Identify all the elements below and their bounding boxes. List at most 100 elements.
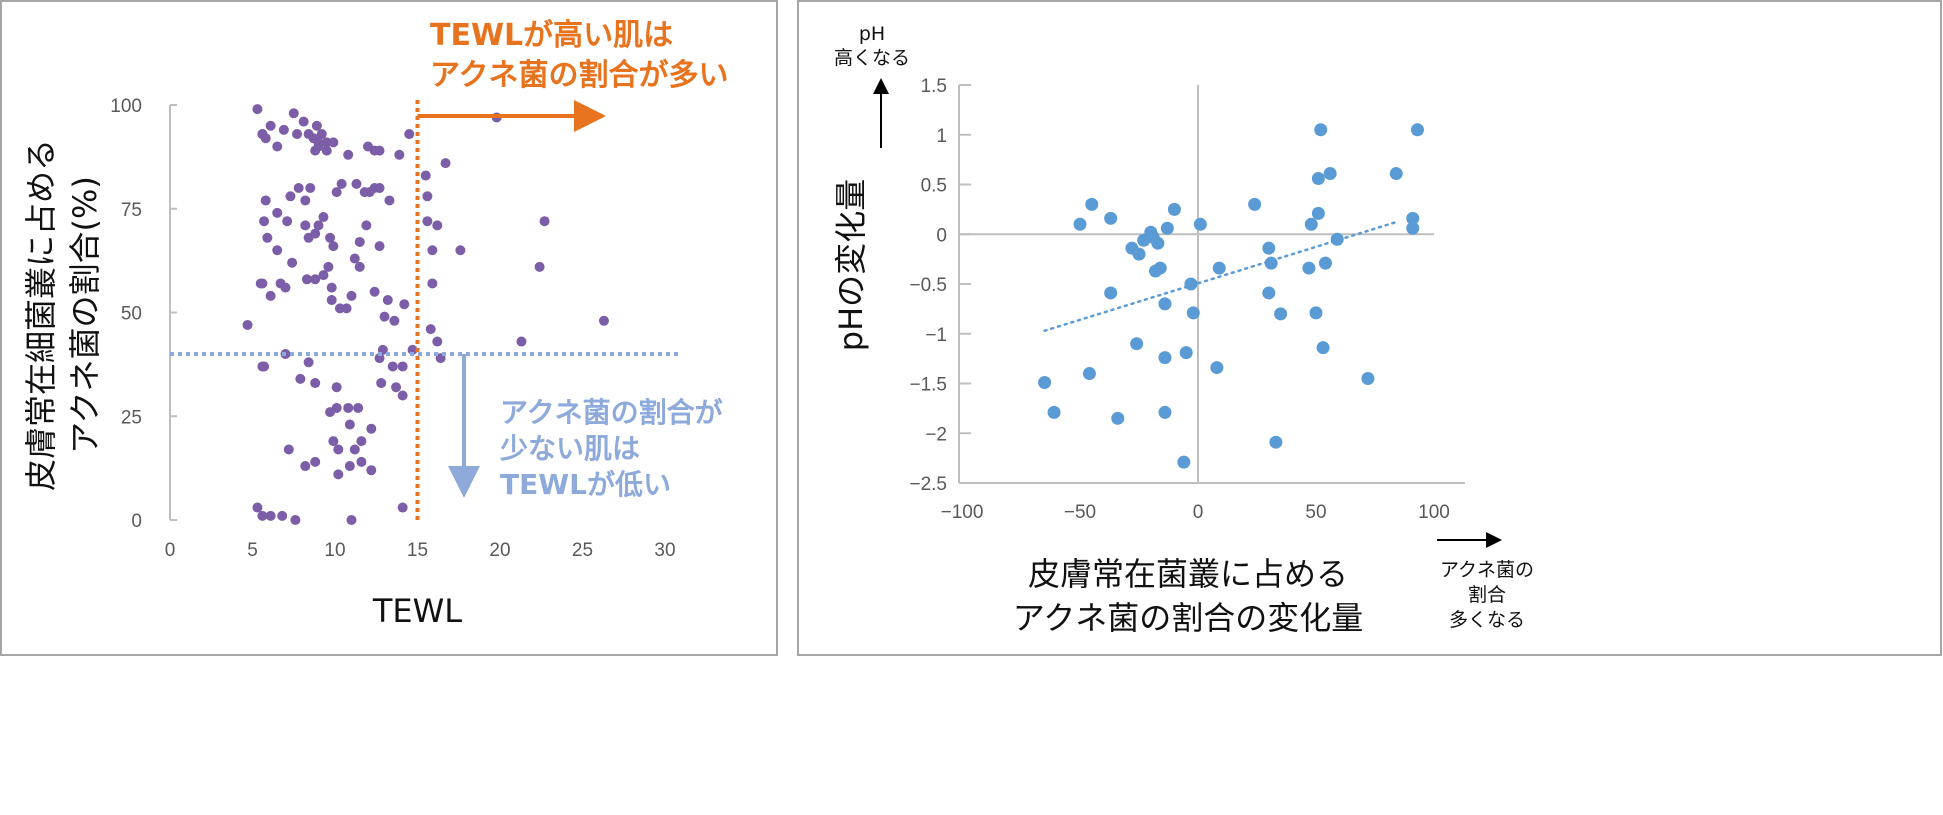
data-point bbox=[539, 216, 550, 227]
x-tick-label: 100 bbox=[1418, 502, 1450, 523]
y-tick-label: 0 bbox=[131, 511, 142, 532]
data-point bbox=[374, 183, 385, 193]
data-point bbox=[300, 220, 311, 231]
right-panel-border bbox=[797, 0, 1942, 656]
x-tick-label: 20 bbox=[489, 540, 510, 561]
data-point bbox=[356, 436, 367, 447]
x-tick-label: 50 bbox=[1305, 502, 1326, 523]
data-point bbox=[432, 336, 443, 347]
data-point bbox=[277, 510, 288, 521]
data-point bbox=[379, 311, 390, 322]
data-point bbox=[440, 158, 451, 169]
y-tick-label: −1 bbox=[925, 325, 947, 346]
data-point bbox=[1274, 307, 1288, 321]
data-point bbox=[331, 382, 342, 393]
data-point bbox=[1311, 206, 1325, 220]
y-axis-label-line: アクネ菌の割合(%) bbox=[66, 176, 104, 454]
data-point bbox=[399, 299, 410, 310]
data-point bbox=[310, 274, 321, 285]
data-point bbox=[298, 116, 309, 127]
data-point bbox=[1167, 202, 1181, 216]
data-point bbox=[353, 402, 364, 413]
data-point bbox=[598, 315, 609, 326]
y-tick-label: 25 bbox=[121, 407, 142, 428]
data-point bbox=[354, 261, 365, 272]
data-point bbox=[420, 170, 431, 181]
data-point bbox=[1038, 376, 1052, 390]
data-point bbox=[1262, 286, 1276, 300]
data-point bbox=[272, 141, 283, 152]
data-point bbox=[1269, 435, 1283, 449]
y-tick-label: −0.5 bbox=[909, 275, 947, 296]
data-point bbox=[397, 502, 408, 513]
data-point bbox=[346, 515, 357, 525]
data-point bbox=[1318, 256, 1332, 270]
data-point bbox=[336, 178, 347, 189]
data-point bbox=[344, 461, 355, 472]
data-point bbox=[287, 257, 298, 268]
x-direction-note: 割合 bbox=[1468, 584, 1506, 606]
data-point bbox=[328, 137, 339, 148]
data-point bbox=[382, 295, 393, 306]
data-point bbox=[257, 510, 268, 521]
data-point bbox=[278, 124, 289, 135]
data-point bbox=[305, 183, 316, 193]
data-point bbox=[326, 295, 337, 306]
data-point bbox=[1130, 337, 1144, 351]
data-point bbox=[354, 236, 365, 247]
data-point bbox=[252, 502, 263, 513]
data-point bbox=[1186, 306, 1200, 320]
y-tick-label: 0.5 bbox=[921, 176, 947, 197]
data-point bbox=[344, 419, 355, 430]
data-point bbox=[328, 436, 339, 447]
data-point bbox=[242, 319, 253, 330]
data-point bbox=[1160, 221, 1174, 235]
data-point bbox=[1104, 286, 1118, 300]
data-point bbox=[328, 241, 339, 252]
data-point bbox=[262, 232, 273, 243]
data-point bbox=[295, 373, 306, 384]
data-point bbox=[425, 324, 436, 335]
data-point bbox=[272, 207, 283, 218]
data-point bbox=[1361, 372, 1375, 386]
data-point bbox=[389, 315, 400, 326]
data-point bbox=[311, 120, 322, 131]
data-point bbox=[1153, 261, 1167, 275]
data-point bbox=[1047, 405, 1061, 419]
data-point bbox=[1073, 217, 1087, 231]
annotation-low-line: TEWLが低い bbox=[500, 468, 671, 501]
data-point bbox=[257, 278, 268, 289]
x-axis-label: TEWL bbox=[372, 592, 462, 630]
data-point bbox=[285, 191, 296, 202]
x-tick-label: 15 bbox=[407, 540, 428, 561]
x-tick-label: 30 bbox=[654, 540, 675, 561]
data-point bbox=[1085, 197, 1099, 211]
data-point bbox=[387, 361, 398, 372]
data-point bbox=[333, 444, 344, 455]
data-point bbox=[384, 195, 395, 206]
data-point bbox=[1158, 405, 1172, 419]
x-tick-label: −100 bbox=[941, 502, 984, 523]
y-tick-label: −2.5 bbox=[909, 474, 947, 495]
data-point bbox=[260, 133, 271, 144]
y-tick-label: 1 bbox=[936, 126, 947, 147]
data-point bbox=[343, 149, 354, 160]
annotation-high-line: アクネ菌の割合が多い bbox=[430, 58, 729, 93]
data-point bbox=[300, 461, 311, 472]
data-point bbox=[1184, 277, 1198, 291]
data-point bbox=[257, 361, 268, 372]
data-point bbox=[260, 195, 271, 206]
data-point bbox=[1210, 361, 1224, 375]
data-point bbox=[427, 245, 438, 256]
data-point bbox=[1311, 172, 1325, 186]
data-point bbox=[1406, 221, 1420, 235]
data-point bbox=[422, 191, 433, 202]
y-axis-label: 皮膚常在細菌叢に占める アクネ菌の割合(%) bbox=[22, 139, 104, 491]
right-chart: 1.5 1 0.5 0 −0.5 −1 −1.5 −2 −2.5 −100 −50 0 50 100 pHの… bbox=[832, 23, 1534, 637]
data-point bbox=[300, 195, 311, 206]
data-point bbox=[313, 220, 324, 231]
data-point bbox=[288, 108, 299, 119]
data-point bbox=[1264, 256, 1278, 270]
